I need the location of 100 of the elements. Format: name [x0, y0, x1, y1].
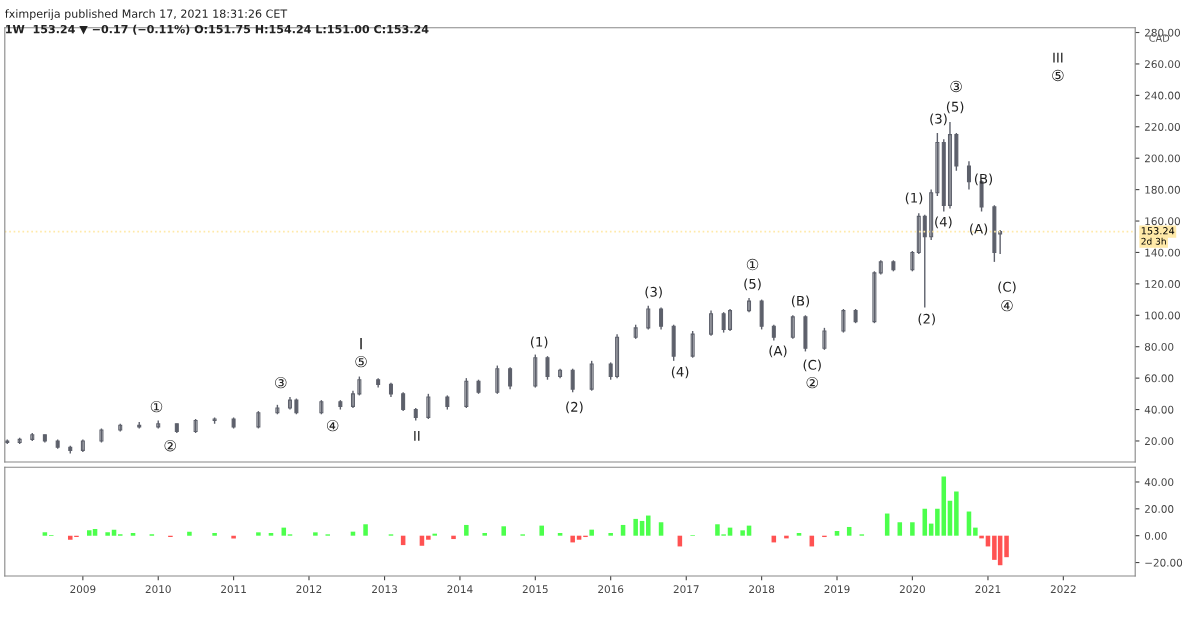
y-tick-label: 180.00 [1145, 185, 1180, 194]
bar [451, 535, 456, 540]
y-tick-label: 200.00 [1144, 154, 1180, 163]
annotation: (3) [645, 286, 662, 299]
bar [589, 529, 594, 536]
x-tick-label: 2011 [221, 585, 246, 594]
y-tick-label: 0.00 [1144, 531, 1167, 540]
x-tick-label: 2021 [975, 585, 1001, 594]
y-tick-label: 20.00 [1144, 505, 1174, 513]
annotation: (A) [769, 345, 787, 358]
x-tick-label: 2016 [598, 585, 624, 594]
annotation: ① [746, 258, 759, 271]
bar [464, 524, 469, 536]
bar [973, 527, 978, 536]
bar [846, 526, 852, 536]
annotation: (4) [935, 216, 952, 229]
annotation: I [360, 338, 362, 350]
annotation: (C) [803, 359, 821, 372]
bar [432, 533, 438, 536]
x-tick-label: 2014 [447, 585, 473, 594]
bar [426, 535, 431, 540]
x-tick-label: 2013 [372, 585, 397, 594]
bar [42, 532, 48, 536]
annotation: (A) [970, 223, 988, 236]
y-tick-label: 40.00 [1144, 478, 1174, 487]
bar [796, 533, 802, 536]
x-tick-label: 2022 [1050, 585, 1076, 594]
bar [608, 533, 613, 536]
y-tick-label: 60.00 [1144, 374, 1174, 383]
x-tick-label: 2010 [145, 585, 171, 594]
annotation: ④ [1001, 299, 1013, 312]
bar [268, 533, 274, 536]
annotation: II [414, 431, 420, 441]
bar [187, 531, 192, 536]
y-tick-label: 80.00 [1144, 342, 1174, 351]
y-tick-label: 240.00 [1144, 91, 1180, 100]
bar [570, 535, 575, 543]
x-tick-label: 2017 [673, 585, 699, 594]
x-tick-label: 2018 [749, 585, 775, 594]
candlestick [545, 355, 550, 381]
x-tick-label: 2019 [824, 585, 850, 594]
text: 2d 3h [1141, 237, 1166, 245]
annotation: (B) [974, 173, 993, 186]
bar [313, 532, 318, 536]
annotation: ③ [950, 80, 962, 93]
bar [1004, 535, 1009, 558]
annotation: ⑤ [1052, 69, 1064, 82]
x-tick-label: 2015 [522, 585, 548, 594]
annotation: (1) [905, 192, 923, 205]
bar [633, 518, 638, 536]
bar [834, 530, 840, 536]
annotation: ⑤ [355, 355, 367, 368]
annotation: (2) [918, 313, 935, 326]
bar [130, 533, 136, 536]
candlestick [841, 308, 846, 334]
x-tick-label: 2012 [296, 585, 322, 594]
annotation: ③ [275, 376, 287, 389]
annotation: (B) [791, 295, 810, 308]
bar [897, 522, 903, 536]
bar [539, 525, 544, 536]
y-tick-label: 100.00 [1145, 311, 1180, 320]
y-tick-label: 20.00 [1144, 437, 1174, 446]
annotation: (4) [671, 366, 689, 379]
bar [639, 520, 645, 536]
bar [363, 524, 368, 536]
bar [740, 530, 745, 536]
bar [105, 532, 110, 536]
chart-title: fximperija published March 17, 2021 18:31:26 CET [5, 9, 288, 21]
annotation: ② [806, 376, 818, 389]
bar [482, 533, 487, 536]
y-tick-label: 160.00 [1145, 217, 1180, 226]
bar [557, 533, 563, 536]
bar [954, 491, 959, 536]
annotation: ① [150, 400, 163, 413]
annotation: III [1053, 52, 1063, 63]
x-tick-label: 2009 [70, 585, 96, 594]
y-tick-label: 120.00 [1145, 280, 1180, 288]
y-tick-label: 260.00 [1144, 60, 1180, 69]
bar [501, 526, 506, 536]
chart-subtitle: 1W 153.24 ▼ −0.17 (−0.11%) O:151.75 H:154.24 L:151.00 C:153.24 [6, 24, 429, 35]
ref-line-label: 153.24 [1141, 227, 1175, 235]
bar [256, 532, 261, 536]
annotation: (1) [530, 336, 548, 349]
annotation: (5) [946, 101, 964, 114]
annotation: (C) [998, 281, 1016, 294]
bar [212, 533, 217, 536]
bar [658, 522, 664, 536]
y-tick-label: 220.00 [1144, 123, 1180, 131]
y-tick-label: −20.00 [1145, 558, 1183, 567]
annotation: (2) [566, 401, 583, 414]
annotation: ④ [326, 419, 339, 432]
bar [620, 524, 626, 536]
bar [910, 522, 915, 536]
annotation: ② [164, 439, 176, 452]
x-tick-label: 2020 [899, 585, 925, 594]
candlestick [822, 327, 827, 351]
annotation: (5) [744, 278, 761, 291]
y-tick-label: 40.00 [1144, 405, 1174, 414]
candlestick [803, 314, 808, 353]
y-tick-label: 140.00 [1145, 248, 1180, 257]
